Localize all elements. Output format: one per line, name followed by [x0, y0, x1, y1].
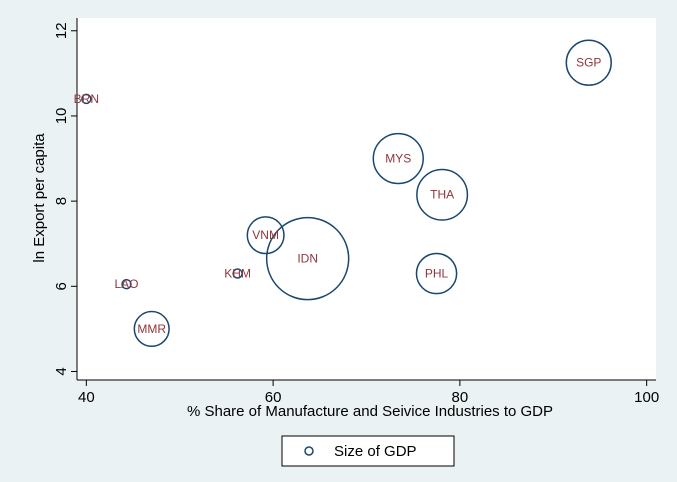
point-label-brn: BRN — [74, 92, 99, 106]
x-tick-label-60: 60 — [265, 389, 282, 406]
y-axis-label: ln Export per capita — [31, 133, 48, 263]
bubble-phl — [415, 252, 458, 295]
bubble-khm — [232, 268, 243, 279]
x-axis-ticks: 40 60 80 100 — [78, 380, 659, 406]
x-tick-label-100: 100 — [634, 389, 659, 406]
bubble-lao — [121, 278, 132, 290]
x-axis-label: % Share of Manufacture and Seivice Indus… — [187, 403, 553, 420]
bubble-vnm — [246, 216, 285, 255]
legend-entry-size-of-gdp: Size of GDP — [334, 443, 417, 460]
bubble-layer — [81, 39, 612, 348]
bubble-tha — [416, 168, 469, 221]
y-tick-label-10: 10 — [53, 108, 70, 125]
point-label-sgp: SGP — [576, 56, 601, 70]
point-label-layer: BRN LAO MMR KHM VNM IDN MYS THA PHL SGP — [74, 56, 602, 336]
point-label-khm: KHM — [224, 267, 251, 281]
bubble-mmr — [133, 310, 170, 348]
bubble-mys — [372, 132, 424, 185]
legend-marker-circle-icon — [304, 446, 314, 456]
point-label-vnm: VNM — [252, 228, 279, 242]
bubble-sgp — [565, 39, 612, 86]
point-label-phl: PHL — [425, 267, 449, 281]
bubble-idn — [265, 216, 350, 301]
point-label-idn: IDN — [297, 252, 318, 266]
point-label-mmr: MMR — [137, 322, 166, 336]
legend-box — [281, 435, 455, 467]
point-label-lao: LAO — [114, 277, 138, 291]
y-tick-label-6: 6 — [53, 282, 70, 290]
point-label-mys: MYS — [385, 152, 411, 166]
x-tick-label-40: 40 — [78, 389, 95, 406]
bubble-brn — [81, 93, 92, 105]
point-label-tha: THA — [430, 188, 454, 202]
y-tick-label-4: 4 — [53, 367, 70, 375]
y-tick-label-8: 8 — [53, 197, 70, 205]
plot-area — [77, 18, 656, 380]
y-tick-label-12: 12 — [53, 22, 70, 39]
y-axis-ticks: 4 6 8 10 12 — [53, 22, 77, 376]
x-tick-label-80: 80 — [452, 389, 469, 406]
